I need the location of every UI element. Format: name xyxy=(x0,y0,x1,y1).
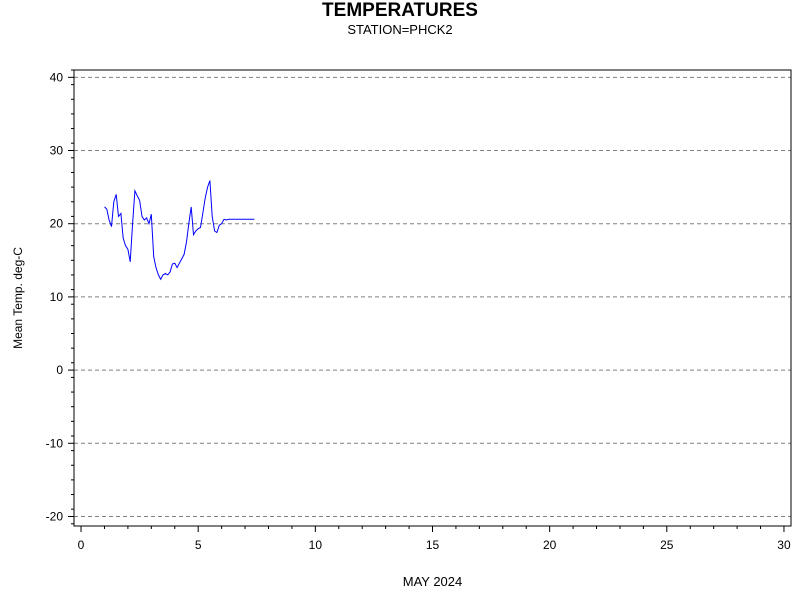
chart-title: TEMPERATURES xyxy=(322,0,478,21)
x-tick-label: 5 xyxy=(195,538,202,552)
x-tick-label: 30 xyxy=(777,538,791,552)
y-tick-label: 0 xyxy=(56,363,63,377)
x-tick-label: 20 xyxy=(543,538,557,552)
plot-frame xyxy=(73,69,792,527)
y-tick-label: 40 xyxy=(50,70,64,84)
x-axis-label: MAY 2024 xyxy=(402,574,463,589)
x-axis-ticks: 0 5 10 15 20 25 30 xyxy=(78,526,791,552)
y-tick-label: -10 xyxy=(46,436,64,450)
y-axis-ticks: -20 -10 0 10 20 30 40 xyxy=(46,70,74,523)
grid-lines xyxy=(74,76,791,517)
x-tick-label: 15 xyxy=(426,538,440,552)
y-tick-label: -20 xyxy=(46,509,64,523)
y-tick-label: 20 xyxy=(50,217,64,231)
series-line xyxy=(104,180,255,281)
x-tick-label: 25 xyxy=(660,538,674,552)
chart-subtitle: STATION=PHCK2 xyxy=(347,22,453,37)
minor-ticks xyxy=(71,69,762,529)
x-tick-label: 10 xyxy=(309,538,323,552)
x-tick-label: 0 xyxy=(78,538,85,552)
y-tick-label: 30 xyxy=(50,144,64,158)
y-tick-label: 10 xyxy=(50,290,64,304)
series-group xyxy=(104,180,255,281)
